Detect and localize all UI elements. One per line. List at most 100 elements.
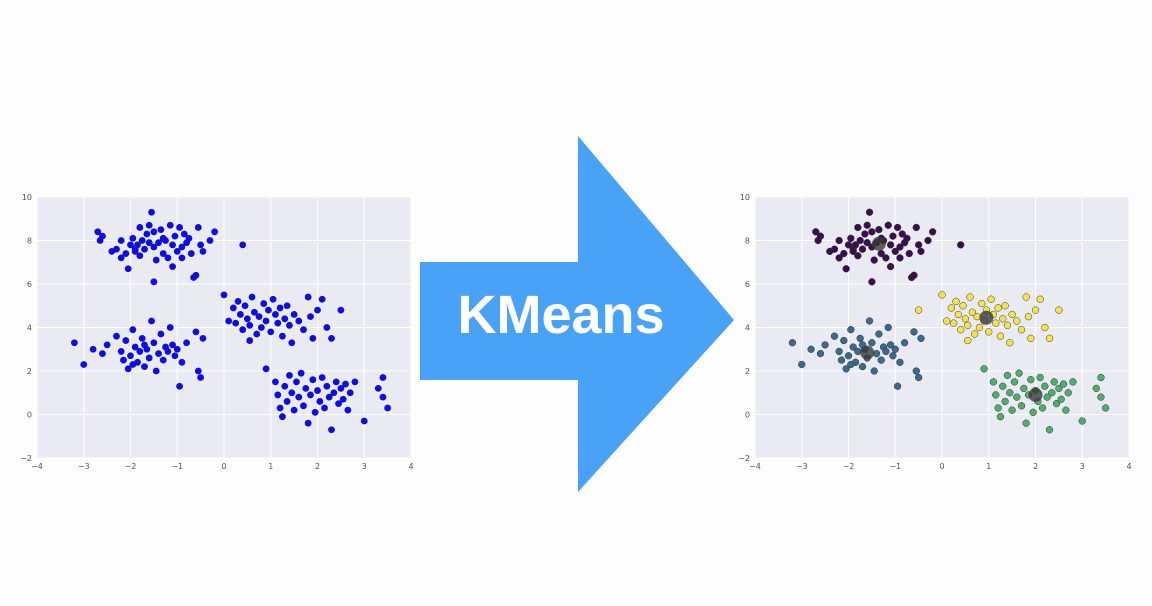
scatter-point (288, 339, 296, 347)
scatter-point (943, 317, 951, 325)
scatter-point (978, 299, 986, 308)
scatter-point (138, 237, 146, 244)
scatter-point (127, 352, 134, 360)
scatter-point (99, 350, 106, 357)
scatter-point (863, 239, 871, 247)
scatter-point (265, 306, 272, 314)
scatter-point (258, 324, 265, 331)
scatter-point (166, 324, 174, 331)
scatter-point (854, 252, 862, 260)
x-tick-label: 4 (1126, 462, 1131, 471)
scatter-point (269, 295, 277, 303)
scatter-point (816, 232, 825, 240)
scatter-point (882, 347, 890, 356)
scatter-point (117, 348, 125, 355)
scatter-point (309, 376, 317, 384)
scatter-point (868, 228, 876, 236)
scatter-point (1043, 393, 1051, 401)
scatter-point (351, 378, 359, 386)
scatter-point (150, 228, 158, 236)
scatter-point (159, 234, 167, 242)
scatter-point (272, 378, 279, 386)
scatter-point (253, 330, 261, 338)
scatter-point (295, 317, 303, 325)
scatter-point (1008, 310, 1016, 319)
scatter-point (314, 387, 321, 394)
scatter-point (136, 252, 144, 260)
scatter-point (893, 223, 902, 232)
scatter-point (1101, 404, 1110, 412)
scatter-point (914, 373, 923, 382)
scatter-point (1013, 317, 1021, 325)
scatter-point (260, 300, 268, 307)
scatter-point (884, 221, 892, 229)
scatter-point (169, 241, 176, 249)
scatter-point (136, 224, 144, 231)
scatter-point (889, 232, 897, 240)
scatter-point (896, 358, 904, 366)
scatter-point (187, 250, 195, 257)
arrow-label: KMeans (457, 285, 664, 345)
scatter-point (225, 317, 233, 325)
scatter-point (875, 225, 883, 234)
scatter-point (150, 339, 158, 347)
scatter-point (1020, 384, 1028, 393)
scatter-point (870, 256, 878, 264)
x-tick-label: 3 (1080, 462, 1085, 471)
scatter-point (1022, 419, 1030, 427)
scatter-point (99, 232, 106, 240)
y-tick-label: 0 (27, 411, 32, 420)
x-tick-label: −2 (125, 462, 137, 471)
scatter-point (272, 311, 279, 318)
scatter-point (379, 393, 387, 401)
scatter-point (947, 304, 955, 312)
scatter-point (234, 298, 242, 305)
scatter-point (812, 228, 820, 236)
scatter-point (1097, 373, 1105, 382)
scatter-point (323, 382, 331, 390)
scatter-point (968, 308, 977, 316)
scatter-point (318, 295, 326, 303)
scatter-point (117, 254, 125, 262)
scatter-point (807, 345, 815, 353)
scatter-point (1015, 369, 1023, 377)
scatter-point (1001, 397, 1009, 406)
scatter-point (849, 343, 857, 351)
x-tick-label: 1 (986, 462, 991, 471)
y-tick-label: 4 (745, 324, 750, 333)
scatter-point (861, 230, 869, 238)
scatter-point (1092, 384, 1100, 393)
scatter-point (176, 224, 183, 231)
x-tick-label: −2 (843, 462, 855, 471)
scatter-point (152, 256, 160, 264)
scatter-point (938, 291, 946, 299)
scatter-point (262, 365, 270, 373)
y-tick-label: 6 (27, 280, 32, 289)
scatter-point (872, 349, 881, 358)
scatter-point (297, 369, 305, 377)
scatter-point (281, 382, 289, 390)
x-tick-label: 0 (939, 462, 944, 471)
scatter-point (875, 330, 883, 338)
scatter-point (321, 404, 328, 412)
scatter-point (276, 404, 284, 412)
scatter-point (141, 245, 148, 253)
scatter-point (1069, 378, 1077, 386)
scatter-point (821, 341, 829, 349)
scatter-point (896, 254, 904, 262)
scatter-point (325, 393, 333, 401)
scatter-point (194, 367, 202, 375)
scatter-point (166, 221, 174, 229)
scatter-point (865, 317, 874, 325)
scatter-point (220, 291, 228, 299)
scatter-point (131, 247, 139, 255)
scatter-point (120, 356, 127, 364)
scatter-point (141, 341, 148, 349)
scatter-point (178, 254, 186, 262)
scatter-point (337, 306, 345, 314)
scatter-point (858, 245, 867, 253)
scatter-point (896, 243, 904, 251)
scatter-point (1041, 323, 1049, 332)
scatter-point (1038, 404, 1047, 412)
scatter-point (243, 315, 251, 323)
